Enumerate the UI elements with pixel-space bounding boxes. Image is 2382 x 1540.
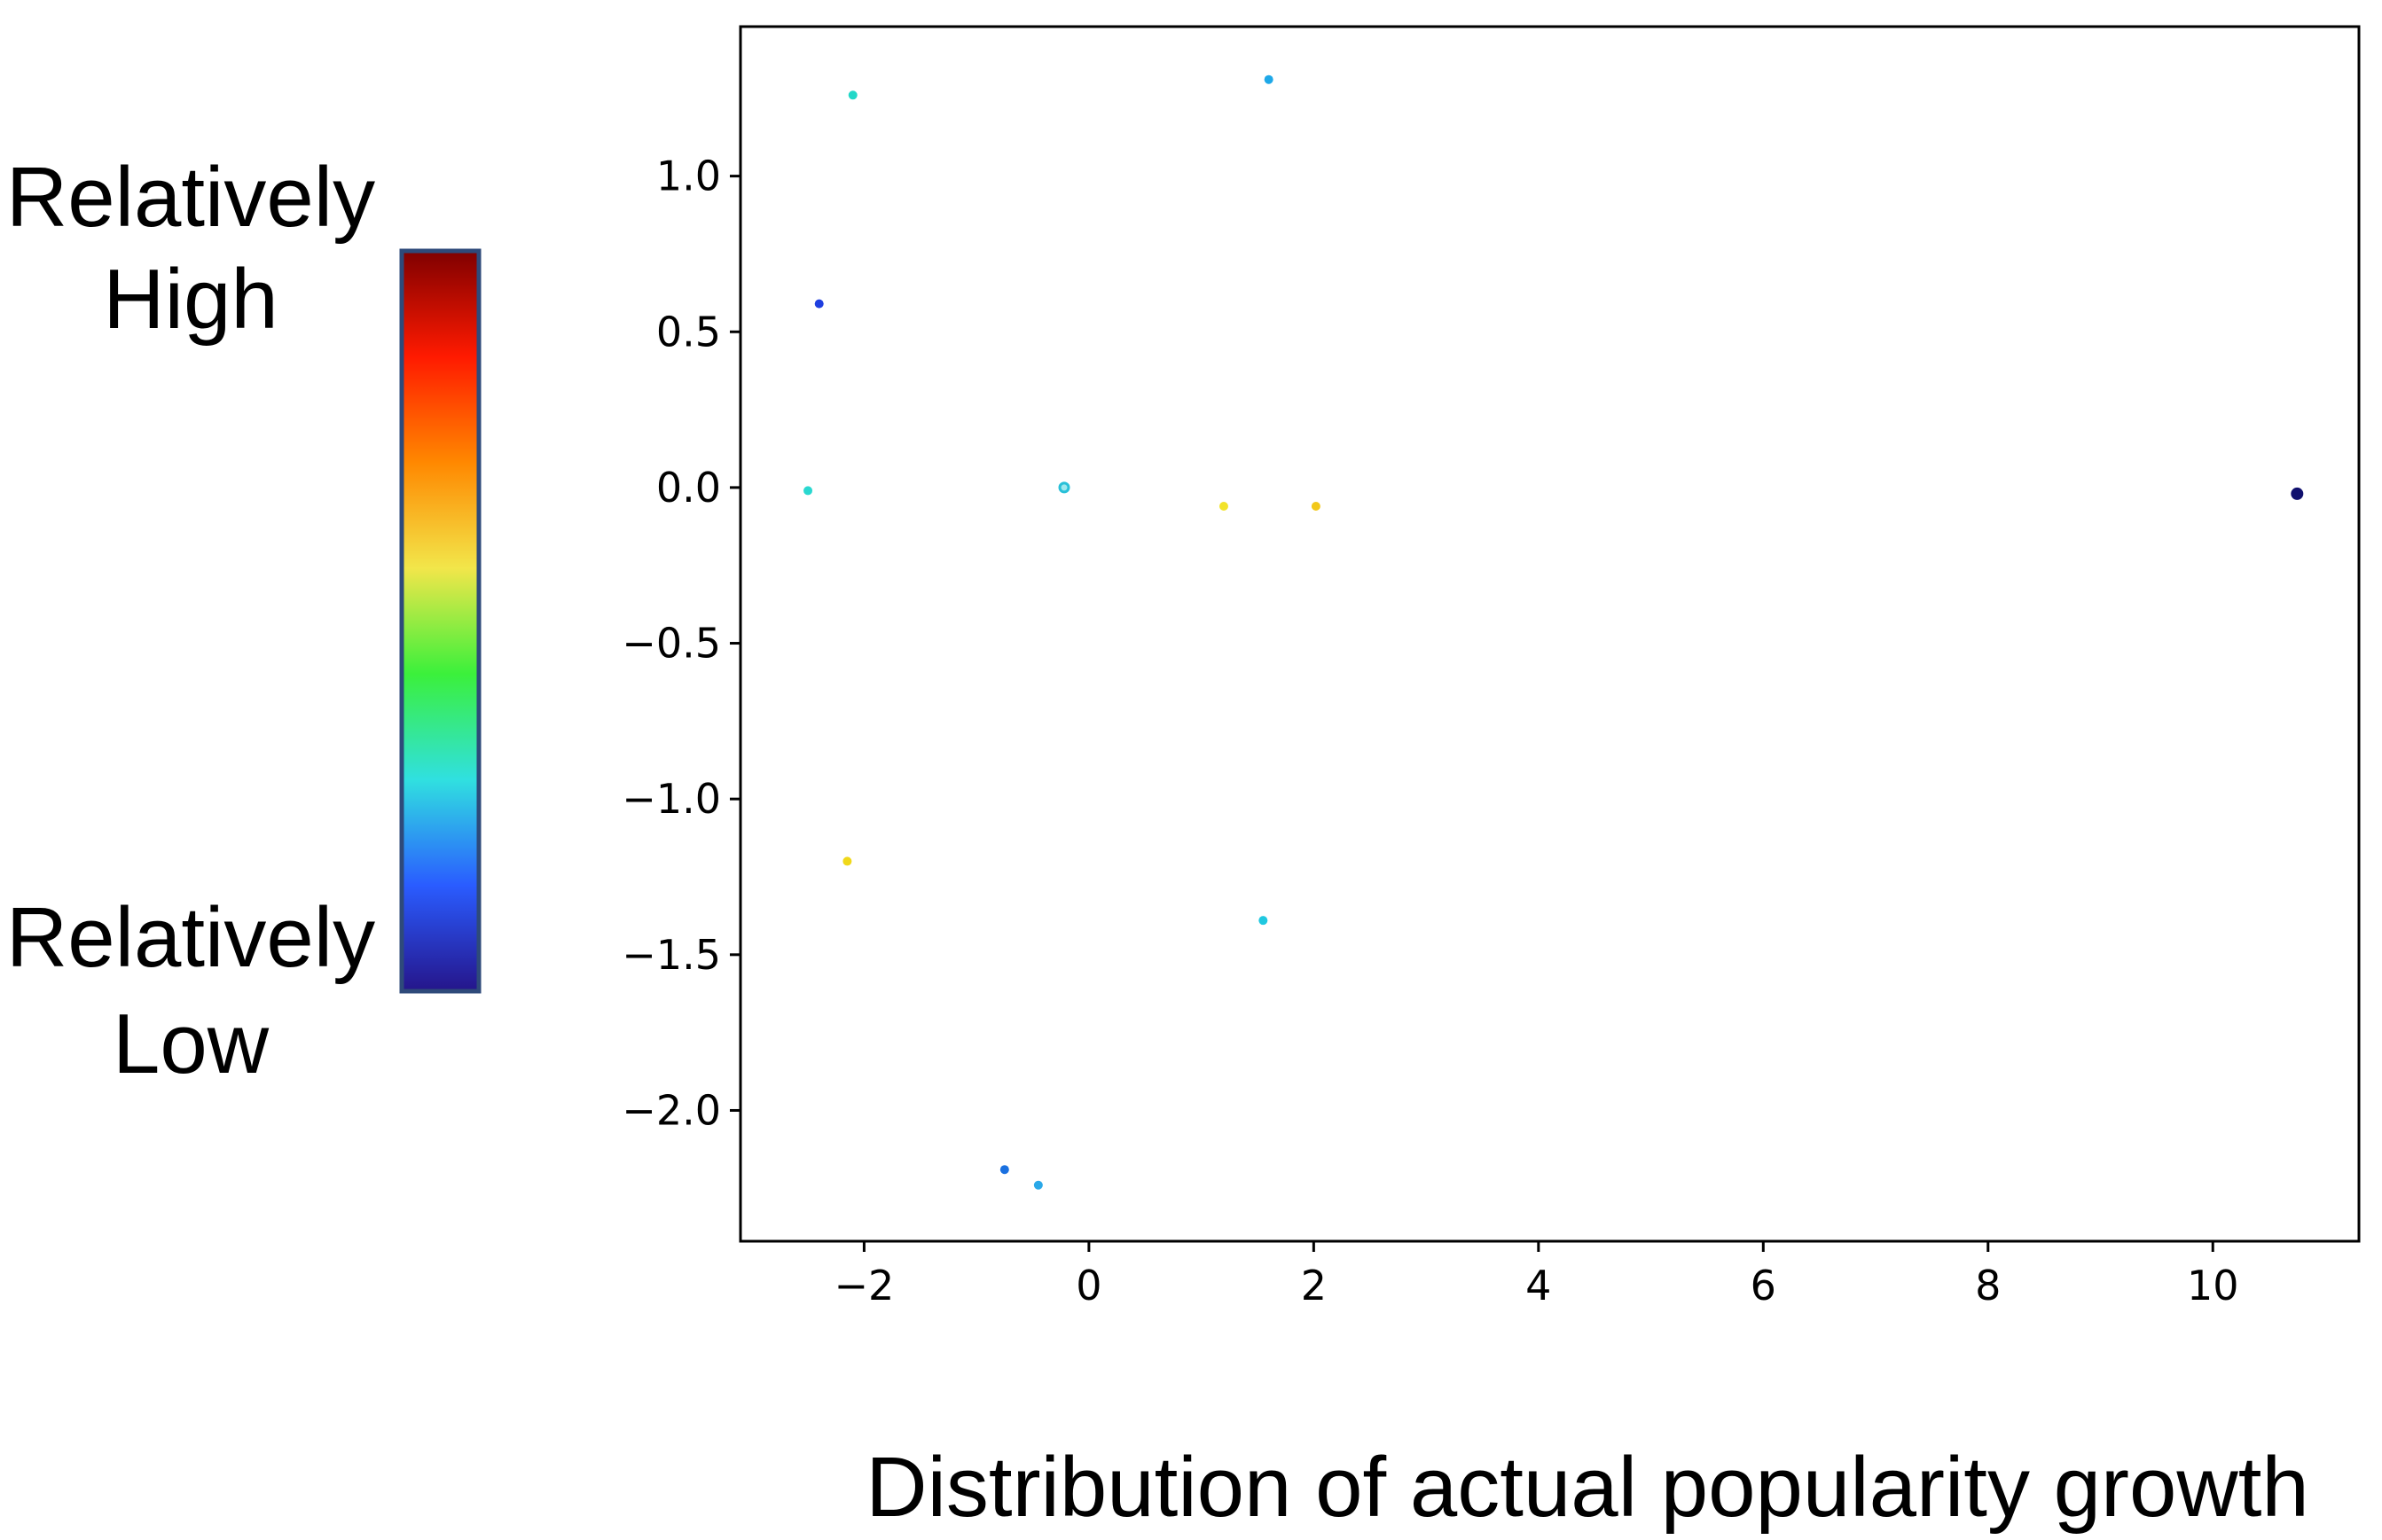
- x-tick-label: −2: [834, 1262, 895, 1309]
- y-tick-label: −0.5: [622, 620, 721, 668]
- y-tick-label: 0.5: [656, 308, 721, 356]
- figure-caption: Distribution of actual popularity growth: [866, 1440, 2309, 1535]
- y-tick-label: −1.5: [622, 931, 721, 979]
- scatter-point: [2291, 487, 2304, 500]
- x-tick-label: 2: [1301, 1262, 1327, 1309]
- scatter-point: [814, 299, 824, 309]
- x-tick-label: 4: [1525, 1262, 1551, 1309]
- scatter-point: [1258, 916, 1268, 926]
- scatter-point: [1058, 481, 1070, 494]
- plot-frame: [739, 25, 2361, 1243]
- scatter-point: [1218, 501, 1228, 511]
- scatter-point: [1311, 501, 1320, 511]
- scatter-plot: −2 0 2 4 6 8 10 1.0 0.5 0.0 −0.5 −1.0 −1.5 −2.0: [622, 25, 2361, 1309]
- scatter-point: [999, 1165, 1009, 1175]
- legend-low-line2: Low: [113, 997, 270, 1091]
- y-tick-label: 1.0: [656, 152, 721, 200]
- legend-low-line1: Relatively: [6, 890, 375, 985]
- scatter-point: [1264, 74, 1273, 84]
- y-tick-label: −1.0: [622, 775, 721, 823]
- scatter-point: [1033, 1180, 1043, 1190]
- scatter-point: [803, 486, 813, 496]
- y-tick-label: 0.0: [656, 464, 721, 512]
- legend-high-line1: Relatively: [6, 150, 375, 245]
- x-axis: −2 0 2 4 6 8 10: [834, 1241, 2239, 1309]
- x-tick-label: 0: [1076, 1262, 1101, 1309]
- colorbar-legend: Relatively High Relatively Low: [6, 150, 482, 1091]
- legend-high-line2: High: [103, 252, 278, 347]
- y-axis: 1.0 0.5 0.0 −0.5 −1.0 −1.5 −2.0: [622, 152, 740, 1134]
- data-points: [803, 74, 2304, 1190]
- x-tick-label: 6: [1751, 1262, 1776, 1309]
- scatter-point: [848, 90, 858, 100]
- x-tick-label: 8: [1975, 1262, 2001, 1309]
- colorbar: [399, 248, 482, 994]
- x-tick-label: 10: [2187, 1262, 2239, 1309]
- y-tick-label: −2.0: [622, 1086, 721, 1134]
- scatter-point: [842, 856, 852, 866]
